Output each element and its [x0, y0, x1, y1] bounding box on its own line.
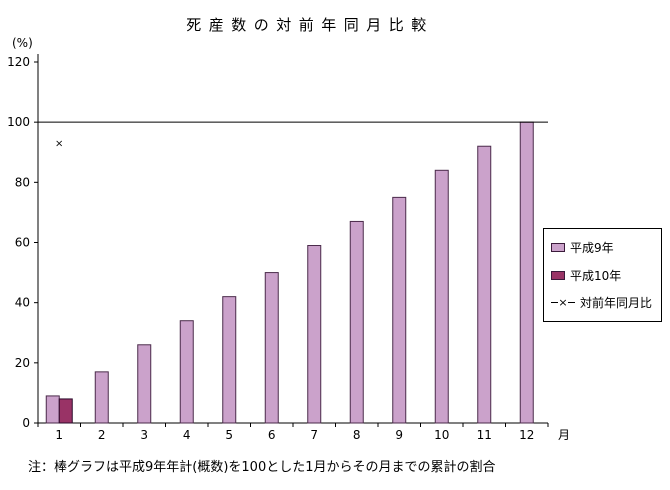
footnote: 注：棒グラフは平成9年年計(概数)を100とした1月からその月までの累計の割合 [28, 460, 496, 475]
bar-h9-month-3 [137, 344, 152, 424]
legend: 平成9年 平成10年 × 対前年同月比 [543, 228, 662, 322]
bar-h9-month-2 [94, 371, 109, 424]
bar-h10-month-1 [58, 398, 73, 424]
legend-label-yoy: 対前年同月比 [580, 296, 653, 310]
x-tick-label-6: 6 [268, 428, 276, 442]
legend-marker-x: × [558, 296, 568, 309]
chart-title: 死産数の対前年同月比較 [186, 16, 434, 34]
bar-h9-month-1 [45, 395, 60, 424]
legend-label-h9: 平成9年 [570, 241, 614, 255]
x-tick-label-8: 8 [353, 428, 361, 442]
bar-h9-month-12 [519, 121, 534, 424]
bar-h9-month-7 [307, 245, 322, 424]
legend-marker-line-left [551, 302, 559, 303]
bar-h9-month-6 [264, 272, 279, 424]
legend-marker-line-right [567, 302, 575, 303]
marker-yoy-month-1: × [55, 139, 63, 150]
bar-h9-month-9 [392, 196, 407, 424]
legend-item-yoy: × 対前年同月比 [551, 294, 654, 311]
bar-h9-month-10 [434, 169, 449, 424]
y-axis-unit-label: (%) [12, 36, 33, 50]
y-tick-label-120: 120 [7, 55, 30, 69]
x-axis-unit-label: 月 [558, 428, 570, 442]
x-tick-label-1: 1 [55, 428, 63, 442]
x-tick-label-4: 4 [183, 428, 191, 442]
y-tick-label-80: 80 [15, 175, 30, 189]
legend-swatch-h10-icon [551, 270, 565, 280]
legend-marker-yoy-icon: × [551, 297, 575, 308]
legend-label-h10: 平成10年 [570, 268, 622, 283]
legend-item-h9: 平成9年 [551, 239, 654, 256]
bar-h9-month-11 [477, 145, 492, 424]
bar-h9-month-5 [222, 296, 237, 424]
y-tick-label-20: 20 [15, 356, 30, 370]
legend-swatch-h9-icon [551, 243, 565, 252]
y-tick-label-60: 60 [15, 236, 30, 250]
bar-h9-month-4 [179, 320, 194, 424]
x-tick-label-3: 3 [140, 428, 148, 442]
legend-item-h10: 平成10年 [551, 267, 654, 284]
x-tick-label-9: 9 [395, 428, 403, 442]
y-tick-label-0: 0 [22, 416, 30, 430]
y-tick-label-40: 40 [15, 296, 30, 310]
x-tick-label-10: 10 [434, 428, 449, 442]
x-tick-label-5: 5 [225, 428, 233, 442]
y-tick-label-100: 100 [7, 115, 30, 129]
bar-h9-month-8 [349, 220, 364, 424]
x-tick-label-2: 2 [98, 428, 106, 442]
x-tick-label-7: 7 [310, 428, 318, 442]
x-tick-label-11: 11 [477, 428, 492, 442]
x-tick-label-12: 12 [519, 428, 534, 442]
